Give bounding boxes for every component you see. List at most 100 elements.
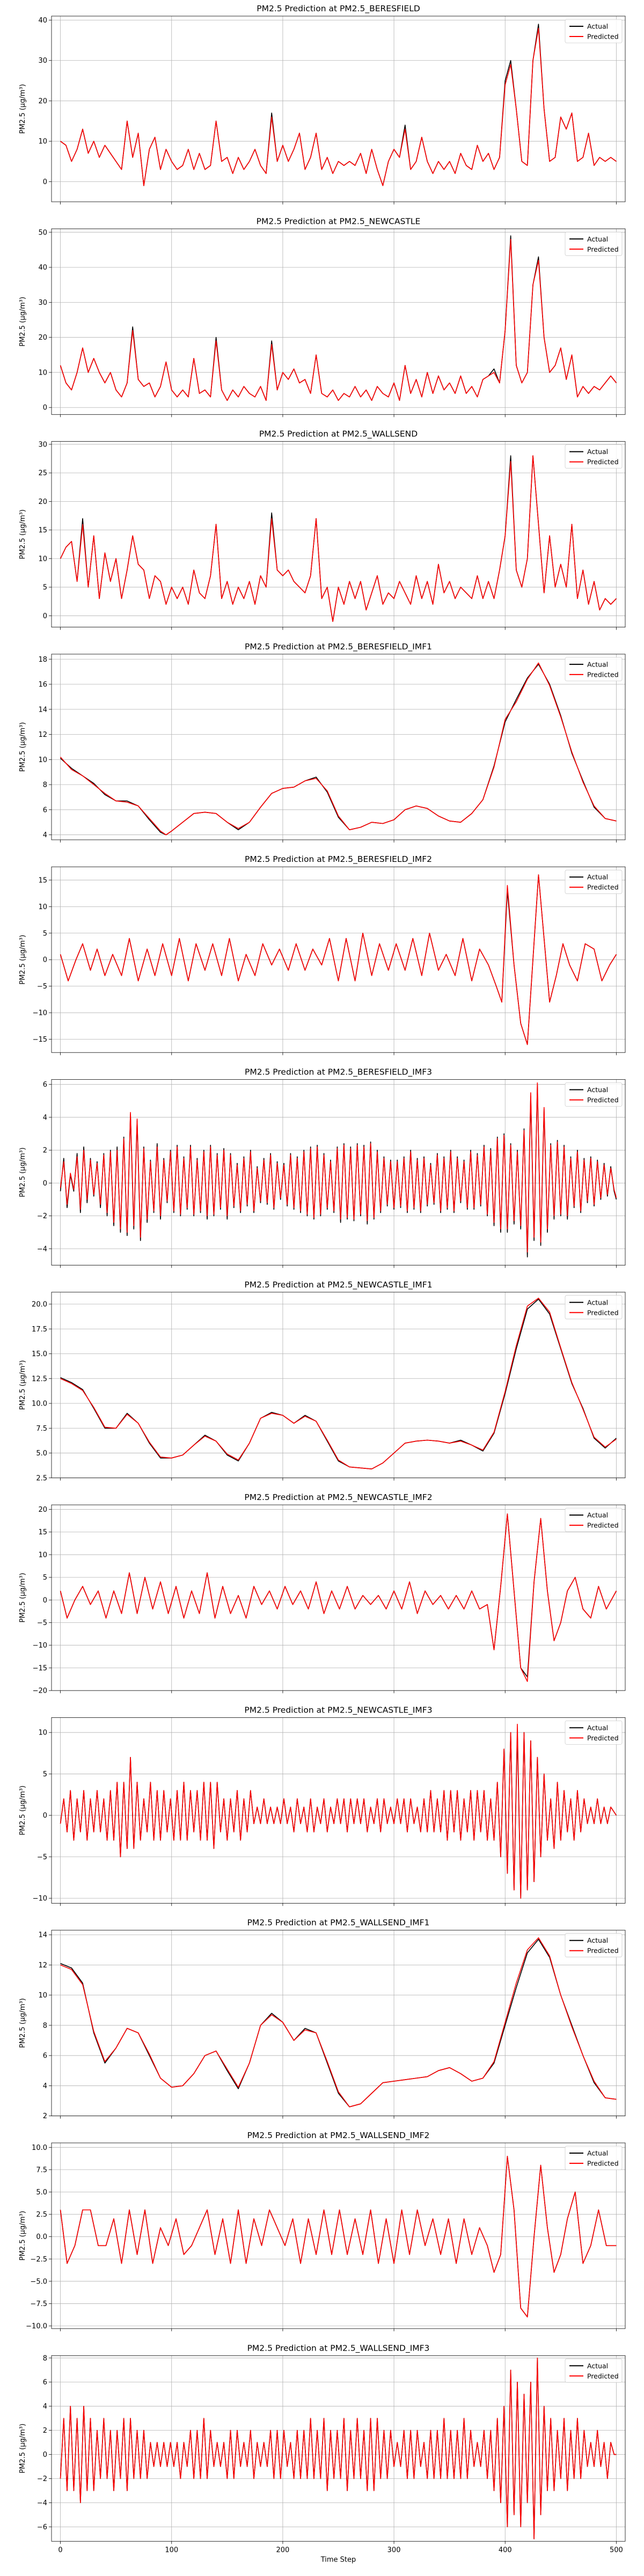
y-tick-label: 18	[38, 656, 47, 664]
legend-label-actual: Actual	[587, 235, 608, 243]
legend-label-actual: Actual	[587, 1936, 608, 1944]
y-tick-label: 10	[38, 1551, 47, 1559]
legend-label-predicted: Predicted	[587, 458, 619, 466]
y-tick-label: 6	[43, 2379, 47, 2387]
y-tick-label: 15	[38, 1528, 47, 1536]
y-tick-label: 0	[43, 1180, 47, 1188]
y-tick-label: 5	[43, 1574, 47, 1582]
y-tick-label: 12.5	[32, 1375, 47, 1383]
legend: Actual Predicted	[565, 231, 623, 256]
legend-label-predicted: Predicted	[587, 1946, 619, 1955]
y-axis-label: PM2.5 (μg/m³)	[19, 1785, 27, 1835]
y-tick-label: 40	[38, 17, 47, 25]
legend-label-predicted: Predicted	[587, 1734, 619, 1742]
legend: Actual Predicted	[565, 869, 623, 894]
legend: Actual Predicted	[565, 1295, 623, 1320]
legend-label-predicted: Predicted	[587, 2160, 619, 2168]
x-tick-label: 200	[276, 2546, 290, 2554]
y-tick-label: 16	[38, 681, 47, 689]
y-tick-label: 0	[43, 612, 47, 620]
y-tick-label: 0	[43, 404, 47, 412]
plot-frame	[51, 2142, 626, 2329]
y-tick-label: −20	[33, 1687, 47, 1695]
plot-frame	[51, 441, 626, 627]
legend-label-predicted: Predicted	[587, 1096, 619, 1104]
y-tick-label: −5	[37, 983, 47, 991]
y-tick-label: 6	[43, 1081, 47, 1089]
series-line-predicted	[60, 1723, 617, 1899]
series-line-actual	[60, 1938, 617, 2107]
subplot-title: PM2.5 Prediction at PM2.5_NEWCASTLE	[257, 216, 421, 226]
y-tick-label: 20	[38, 1506, 47, 1514]
legend: Actual Predicted	[565, 1933, 623, 1958]
legend-label-predicted: Predicted	[587, 883, 619, 891]
plot-frame	[51, 1717, 626, 1904]
plot-frame	[51, 1079, 626, 1265]
y-tick-label: 2	[43, 2427, 47, 2435]
subplot-title: PM2.5 Prediction at PM2.5_WALLSEND_IMF3	[247, 2343, 430, 2353]
series-line-actual	[60, 235, 617, 401]
series-line-predicted	[60, 1513, 617, 1682]
series-line-actual	[60, 455, 617, 622]
y-tick-label: 15	[38, 876, 47, 884]
y-tick-label: −4	[37, 1245, 47, 1253]
subplot-title: PM2.5 Prediction at PM2.5_WALLSEND_IMF2	[247, 2131, 430, 2141]
subplot-title: PM2.5 Prediction at PM2.5_BERESFIELD_IMF…	[245, 1067, 432, 1078]
y-tick-label: −5	[37, 1853, 47, 1861]
y-axis-label: PM2.5 (μg/m³)	[19, 1360, 27, 1410]
y-tick-label: 15	[38, 526, 47, 535]
y-tick-label: 10	[38, 1992, 47, 2000]
y-tick-label: 5.0	[36, 2189, 47, 2197]
series-line-predicted	[60, 239, 617, 401]
plot-frame	[51, 654, 626, 840]
legend-label-predicted: Predicted	[587, 33, 619, 41]
y-tick-label: −2	[37, 2475, 47, 2483]
legend-label-actual: Actual	[587, 1298, 608, 1306]
y-tick-label: 8	[43, 781, 47, 789]
y-axis-label: PM2.5 (μg/m³)	[19, 1998, 27, 2048]
y-tick-label: −4	[37, 2499, 47, 2507]
subplot-title: PM2.5 Prediction at PM2.5_NEWCASTLE_IMF3	[244, 1705, 432, 1715]
y-axis-label: PM2.5 (μg/m³)	[19, 1573, 27, 1623]
y-tick-label: 4	[43, 2082, 47, 2090]
subplot-12: PM2.5 Prediction at PM2.5_WALLSEND_IMF3 −…	[19, 2343, 626, 2564]
y-tick-label: 30	[38, 57, 47, 65]
y-tick-label: 14	[38, 1931, 47, 1940]
y-tick-label: 10.0	[32, 1400, 47, 1408]
legend-label-actual: Actual	[587, 2149, 608, 2157]
y-tick-label: 0.0	[36, 2233, 47, 2241]
legend-label-actual: Actual	[587, 448, 608, 456]
x-tick-label: 400	[499, 2546, 512, 2554]
y-tick-label: 0	[43, 956, 47, 964]
subplot-title: PM2.5 Prediction at PM2.5_WALLSEND_IMF1	[247, 1918, 430, 1928]
series-line-predicted	[60, 2357, 617, 2540]
y-tick-label: −5.0	[30, 2278, 47, 2286]
subplot-2: PM2.5 Prediction at PM2.5_NEWCASTLE 0 10 20…	[19, 216, 626, 418]
legend: Actual Predicted	[565, 19, 623, 43]
plot-frame	[51, 1504, 626, 1691]
subplot-4: PM2.5 Prediction at PM2.5_BERESFIELD_IMF…	[19, 642, 626, 843]
series-line-predicted	[60, 1298, 617, 1469]
y-tick-label: 10	[38, 555, 47, 563]
y-tick-label: 12	[38, 731, 47, 739]
y-tick-label: 0	[43, 1597, 47, 1605]
y-tick-label: 8	[43, 2354, 47, 2362]
y-tick-label: 2.5	[36, 2211, 47, 2219]
y-tick-label: 4	[43, 1114, 47, 1122]
plot-frame	[51, 1292, 626, 1479]
legend-label-actual: Actual	[587, 660, 608, 668]
y-tick-label: 2	[43, 2112, 47, 2120]
y-tick-label: 8	[43, 2022, 47, 2030]
x-tick-label: 0	[58, 2546, 62, 2554]
y-tick-label: 0	[43, 178, 47, 186]
y-tick-label: −10	[33, 1009, 47, 1018]
y-tick-label: 10	[38, 756, 47, 764]
plot-frame	[51, 16, 626, 202]
x-tick-label: 300	[387, 2546, 401, 2554]
y-tick-label: 10	[38, 369, 47, 377]
series-line-predicted	[60, 2156, 617, 2318]
y-tick-label: 2	[43, 1147, 47, 1155]
y-tick-label: −5	[37, 1619, 47, 1627]
series-line-predicted	[60, 455, 617, 622]
legend-label-actual: Actual	[587, 1724, 608, 1732]
